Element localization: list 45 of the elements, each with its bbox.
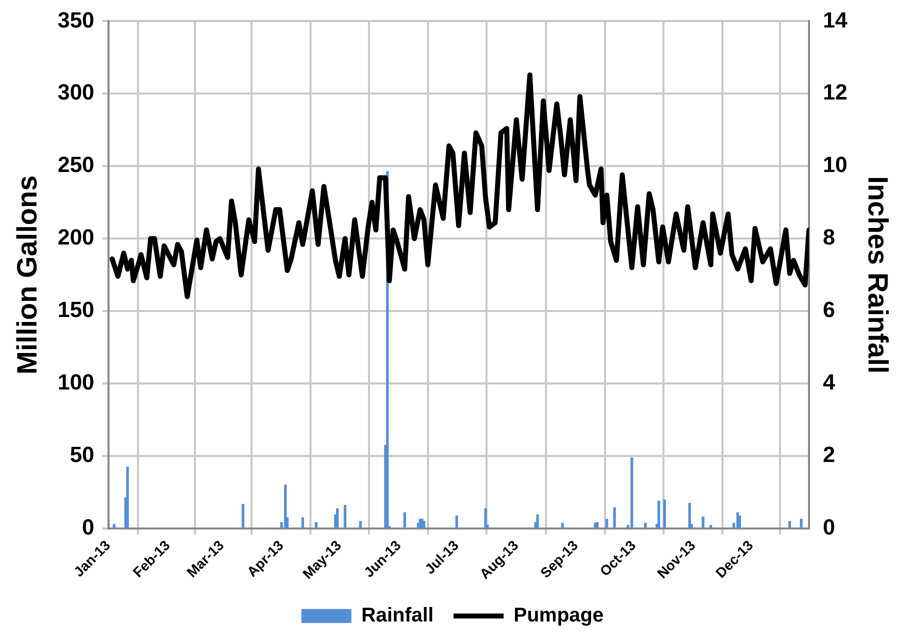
y2-tick-label: 4 [822,370,836,395]
y-tick-label: 250 [58,152,94,178]
bar [702,516,704,529]
bar [242,504,244,529]
y2-tick-label: 0 [822,514,836,540]
y2-tick-label: 8 [822,224,836,250]
y-tick-label: 200 [58,224,94,250]
bar [403,512,406,529]
bar [484,508,487,529]
y-axis-title: Million Gallons [12,175,43,374]
bar [112,524,116,529]
y-tick-label: 50 [70,442,94,468]
bar [344,505,346,529]
y2-tick-label: 10 [822,152,848,178]
bar [301,517,304,529]
y-tick-label: 350 [58,7,94,32]
bar [657,500,660,529]
y-tick-label: 300 [58,80,94,105]
y2-tick-label: 14 [822,7,848,32]
bar [126,466,129,529]
bar [284,484,287,529]
legend-label: Pumpage [514,604,604,627]
y-tick-label: 100 [58,370,94,395]
bar [644,522,647,529]
bar [605,518,608,529]
bar [709,524,712,529]
bar [561,522,564,529]
bar [613,507,616,529]
bar [788,520,792,529]
bar [359,520,362,529]
y2-axis-title: Inches Rainfall [862,176,894,374]
y2-tick-label: 2 [822,442,836,468]
bar [536,514,539,529]
y2-tick-label: 6 [822,297,836,322]
bar [630,458,634,529]
legend-label: Rainfall [361,604,434,627]
bar [336,508,339,529]
bar [455,516,458,529]
bar [663,500,666,529]
y-tick-label: 150 [58,297,94,322]
bar [800,518,803,529]
bar [314,522,318,529]
y-tick-label: 0 [82,514,94,540]
bar [738,516,741,529]
y2-tick-label: 12 [822,80,848,105]
